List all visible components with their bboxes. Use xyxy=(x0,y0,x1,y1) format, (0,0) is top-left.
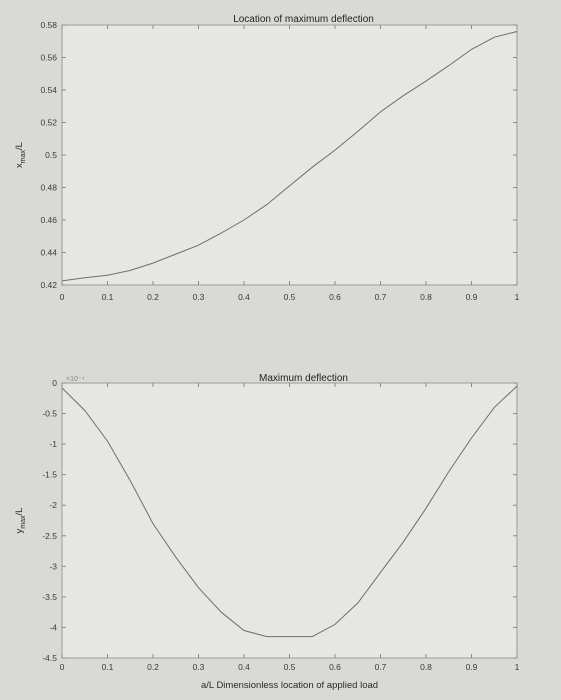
y-tick-label: -1 xyxy=(49,439,57,449)
x-tick-label: 0.5 xyxy=(284,662,296,672)
x-tick-label: 0.2 xyxy=(147,662,159,672)
x-tick-label: 0.6 xyxy=(329,292,341,302)
x-tick-label: 0.2 xyxy=(147,292,159,302)
y-tick-label: 0.48 xyxy=(40,183,57,193)
x-tick-label: 0.4 xyxy=(238,292,250,302)
y-tick-label: -3.5 xyxy=(42,592,57,602)
series-line xyxy=(61,31,518,282)
y-tick-label: -0.5 xyxy=(42,409,57,419)
x-tick-label: 0.6 xyxy=(329,662,341,672)
y-tick-label: 0.42 xyxy=(40,280,57,290)
x-tick-label: 0.1 xyxy=(102,662,114,672)
x-axis-label: a/L Dimensionless location of applied lo… xyxy=(201,680,378,691)
x-tick-label: 0.5 xyxy=(284,292,296,302)
y-tick-label: 0.54 xyxy=(40,85,57,95)
x-tick-label: 0.3 xyxy=(193,662,205,672)
y-tick-label: -4 xyxy=(49,622,57,632)
x-tick-label: 0.3 xyxy=(193,292,205,302)
y-tick-label: -2.5 xyxy=(42,531,57,541)
x-tick-label: 0.4 xyxy=(238,662,250,672)
y-tick-label: 0.5 xyxy=(45,150,57,160)
x-tick-label: 0.1 xyxy=(102,292,114,302)
x-tick-label: 0.8 xyxy=(420,292,432,302)
y-tick-label: -3 xyxy=(49,561,57,571)
x-tick-label: 0.8 xyxy=(420,662,432,672)
x-tick-label: 0.9 xyxy=(466,662,478,672)
series-line xyxy=(61,385,518,638)
x-tick-label: 0 xyxy=(60,292,65,302)
plot-area xyxy=(61,382,518,659)
y-axis-label: xmax/L xyxy=(14,142,27,168)
y-tick-label: -1.5 xyxy=(42,470,57,480)
y-exponent-label: ×10⁻⁴ xyxy=(66,376,85,383)
y-tick-label: -2 xyxy=(49,500,57,510)
x-tick-label: 0.7 xyxy=(375,292,387,302)
y-tick-label: -4.5 xyxy=(42,653,57,663)
x-tick-label: 0 xyxy=(60,662,65,672)
y-axis-label: ymax/L xyxy=(14,508,27,534)
chart-title: Maximum deflection xyxy=(259,373,348,384)
y-tick-label: 0.52 xyxy=(40,118,57,128)
x-tick-label: 1 xyxy=(515,292,520,302)
chart-maximum-deflection: 0 0.1 0.2 0.3 0.4 0.5 0.6 0.7 0.8 0.9 1 0 -0.5 -1 -1.5… xyxy=(14,373,520,691)
x-tick-label: 1 xyxy=(515,662,520,672)
x-tick-label: 0.7 xyxy=(375,662,387,672)
y-tick-label: 0.46 xyxy=(40,215,57,225)
plot-area xyxy=(61,24,518,286)
y-tick-label: 0.56 xyxy=(40,53,57,63)
chart-location-max-deflection: 0 0.1 0.2 0.3 0.4 0.5 0.6 0.7 0.8 0.9 1 0.42 0.44 0.4… xyxy=(14,14,520,302)
y-tick-label: 0.58 xyxy=(40,20,57,30)
chart-title: Location of maximum deflection xyxy=(233,14,374,25)
y-tick-label: 0 xyxy=(52,378,57,388)
x-tick-label: 0.9 xyxy=(466,292,478,302)
y-tick-label: 0.44 xyxy=(40,248,57,258)
